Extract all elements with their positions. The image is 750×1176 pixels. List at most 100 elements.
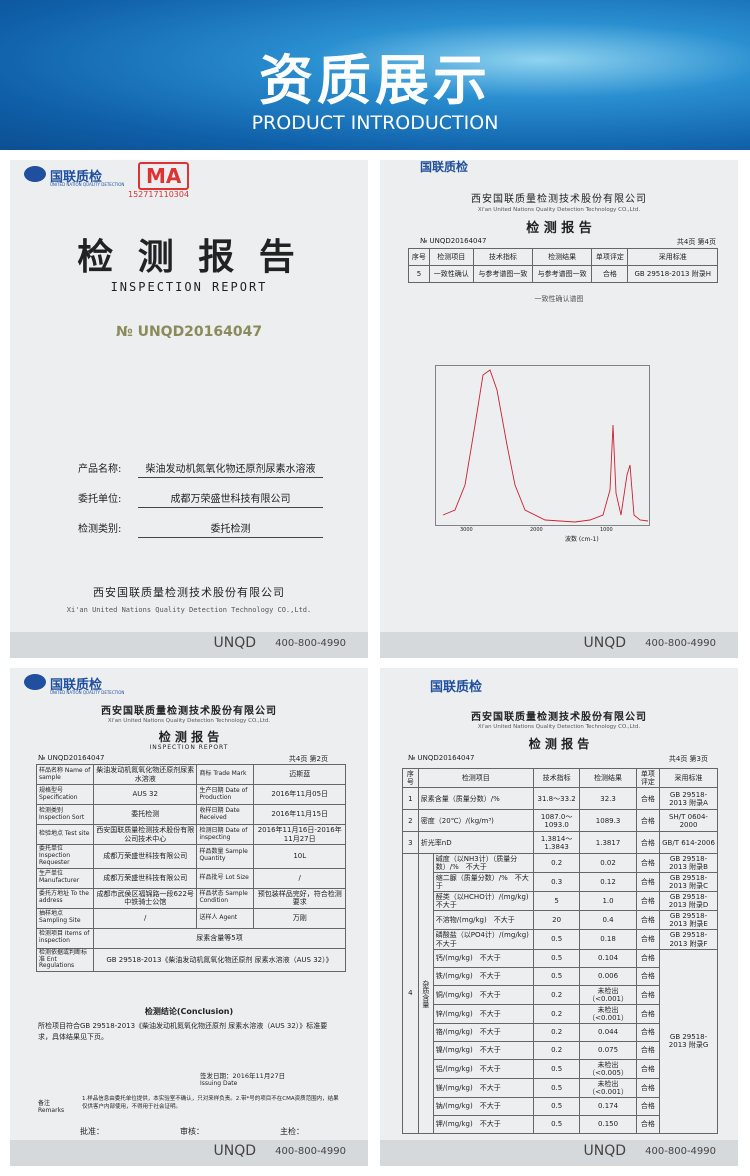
field-label: 检测类别: (78, 524, 122, 535)
table-cell: 10L (253, 844, 346, 869)
table-cell: 合格 (635, 809, 661, 833)
table-cell: 1 (402, 787, 419, 811)
doc-cover: 国联质检 UNITED NATION QUALITY DETECTION MA 152… (10, 160, 368, 658)
table-cell: 规格型号 Specification (36, 784, 94, 805)
table-cell: GB 29518-2013 附录G (659, 948, 718, 1134)
table-cell: 0.006 (579, 966, 637, 986)
header-cell: 技术指标 (472, 248, 533, 266)
table-row: 磷酸盐（以PO4计）/(mg/kg) 不大于 0.5 0.18 合格 GB 29518-… (403, 929, 718, 950)
table-cell: GB 29518-2013 附录D (659, 891, 718, 912)
table-cell: 0.5 (532, 1114, 581, 1134)
table-cell: 镁/(mg/kg) 不大于 (432, 1077, 534, 1098)
table-cell: 1087.0～1093.0 (532, 809, 581, 833)
table-cell: 合格 (635, 1058, 661, 1079)
report-title: 检 测 报 告 (528, 737, 590, 751)
table-cell: 万刚 (253, 907, 346, 929)
table-cell: 抽样地点 Sampling Site (36, 907, 94, 929)
company-en: Xi'an United Nations Quality Detection T… (107, 718, 271, 724)
table-cell: 尿素含量（质量分数）/% (417, 787, 534, 811)
table-cell: 合格 (635, 872, 661, 893)
signature-label: 主检： (280, 1127, 304, 1136)
issue-en: Issuing Date (200, 1080, 238, 1087)
table-cell: 磷酸盐（以PO4计）/(mg/kg) 不大于 (432, 929, 536, 950)
table-cell: GB 29518-2013 附录C (659, 872, 718, 893)
table-cell: 折光率nD (417, 831, 534, 855)
table-cell: 1.0 (579, 891, 637, 912)
table-cell: 西安国联质量检测技术股份有限公司技术中心 (92, 824, 198, 845)
table-cell: 样品名称 Name of sample (36, 764, 94, 785)
brand-en: UNITED NATION QUALITY DETECTION (50, 182, 125, 187)
table-cell: 成都市武侯区福锦路一段622号中铁骑士公馆 (92, 887, 198, 909)
header: 资质展示 PRODUCT INTRODUCTION (0, 0, 750, 150)
spectrum-chart (435, 365, 650, 526)
doc-sample-info: 国联质检 UNITED NATION QUALITY DETECTION 西安国联质… (10, 668, 368, 1166)
table-cell: 不溶物/(mg/kg) 不大于 (432, 910, 534, 931)
report-title: 检 测 报 告 (77, 236, 301, 278)
row-cell: 合格 (591, 265, 629, 283)
report-number: № UNQD20164047 (115, 324, 263, 340)
results-table: 序号 检测项目 技术指标 检测结果 单项评定 采用标准 5 一致性确认 与参考谱图一致 与参考谱图… (408, 248, 718, 283)
row-cell: 与参考谱图一致 (531, 265, 593, 283)
table-cell: 检验地点 Test site (36, 824, 94, 845)
table-row: 锌/(mg/kg) 不大于 0.2 未检出（<0.001） 合格 (403, 1003, 718, 1024)
company: 西安国联质量检测技术股份有限公司 (101, 706, 277, 717)
table-cell: 0.104 (579, 948, 637, 968)
table-cell: 合格 (635, 910, 661, 931)
table-row: 镍/(mg/kg) 不大于 0.2 0.075 合格 (403, 1040, 718, 1060)
group-label: 杂质含量 (417, 853, 434, 1134)
report-title-en: INSPECTION REPORT (110, 280, 268, 294)
spectrum-curve (442, 369, 649, 523)
table-row: 缩二脲（质量分数）/% 不大于 0.3 0.12 合格 GB 29518-2013 附录… (403, 872, 718, 893)
table-cell: 0.5 (532, 929, 581, 950)
table-cell: 钠/(mg/kg) 不大于 (432, 1096, 534, 1116)
company-en: Xi'an United Nations Quality Detection T… (477, 207, 641, 213)
footer-logo: UNQD (213, 1143, 256, 1159)
header-cell: 检测项目 (417, 767, 534, 789)
header-cell: 检测结果 (579, 767, 637, 789)
header-cell: 单项评定 (635, 767, 661, 789)
table-cell: 合格 (635, 948, 661, 968)
table-cell: 0.044 (579, 1022, 637, 1042)
table-cell: GB 29518-2013 附录E (659, 910, 718, 931)
table-cell: 铬/(mg/kg) 不大于 (432, 1022, 534, 1042)
doc-spectrum: 国联质检 西安国联质量检测技术股份有限公司 Xi'an United Nations… (380, 160, 738, 658)
x-tick-label: 2000 (530, 527, 543, 533)
header-cell: 技术指标 (532, 767, 581, 789)
table-cell: 3 (402, 831, 419, 855)
table-cell: GB 29518-2013 附录B (659, 853, 718, 874)
footer-strip (10, 1140, 368, 1166)
company: 西安国联质量检测技术股份有限公司 (93, 586, 285, 599)
brand-name: 国联质检 (420, 160, 469, 174)
report-number: № UNQD20164047 (38, 754, 105, 762)
table-row: 抽样地点 Sampling Site / 送样人 Agent 万刚 (36, 907, 346, 929)
table-cell: 合格 (635, 891, 661, 912)
table-cell: 0.4 (579, 910, 637, 931)
table-row: 铜/(mg/kg) 不大于 0.2 未检出（<0.001） 合格 (403, 984, 718, 1005)
table-cell: 2016年11月15日 (253, 804, 346, 825)
table-cell: 铁/(mg/kg) 不大于 (432, 966, 534, 986)
table-row: 铝/(mg/kg) 不大于 0.5 未检出（<0.005） 合格 (403, 1058, 718, 1079)
table-cell: 生产日期 Date of Production (196, 784, 255, 805)
table-row: 钾/(mg/kg) 不大于 0.5 0.150 合格 (403, 1114, 718, 1134)
header-cell: 单项评定 (591, 248, 629, 266)
table-row: 4 杂质含量 碱度（以NH3计）（质量分数）/% 不大于 0.2 0.02 合格 GB 29… (402, 853, 718, 1134)
report-number: № UNQD20164047 (408, 754, 475, 762)
table-cell: GB 29518-2013《柴油发动机氮氧化物还原剂 尿素水溶液（AUS 32）… (93, 947, 346, 973)
header-cell: 检测结果 (531, 248, 593, 266)
conclusion-text: 所检项目符合GB 29518-2013《柴油发动机氮氧化物还原剂 尿素水溶液（A… (38, 1022, 328, 1041)
table-cell: 合格 (635, 1114, 661, 1134)
table-row: 3 折光率nD 1.3814～1.3843 1.3817 合格 GB/T 614-2006 (402, 831, 718, 855)
table-row: 5 一致性确认 与参考谱图一致 与参考谱图一致 合格 GB 29518-2013 附录H (408, 265, 718, 283)
footer-strip (380, 1140, 738, 1166)
table-cell: 铝/(mg/kg) 不大于 (432, 1058, 534, 1079)
signature-label: 审核： (180, 1127, 204, 1136)
brand-name: 国联质检 (50, 170, 103, 185)
report-title: 检 测 报 告 (526, 221, 592, 236)
table-cell: 样品批号 Lot Size (196, 867, 255, 889)
report-number: № UNQD20164047 (420, 237, 487, 245)
table-cell: 2016年11月05日 (253, 784, 346, 805)
table-cell: 合格 (635, 1022, 661, 1042)
header-subtitle: PRODUCT INTRODUCTION (251, 112, 499, 134)
table-row: 铬/(mg/kg) 不大于 0.2 0.044 合格 (403, 1022, 718, 1042)
table-cell: / (92, 907, 198, 929)
